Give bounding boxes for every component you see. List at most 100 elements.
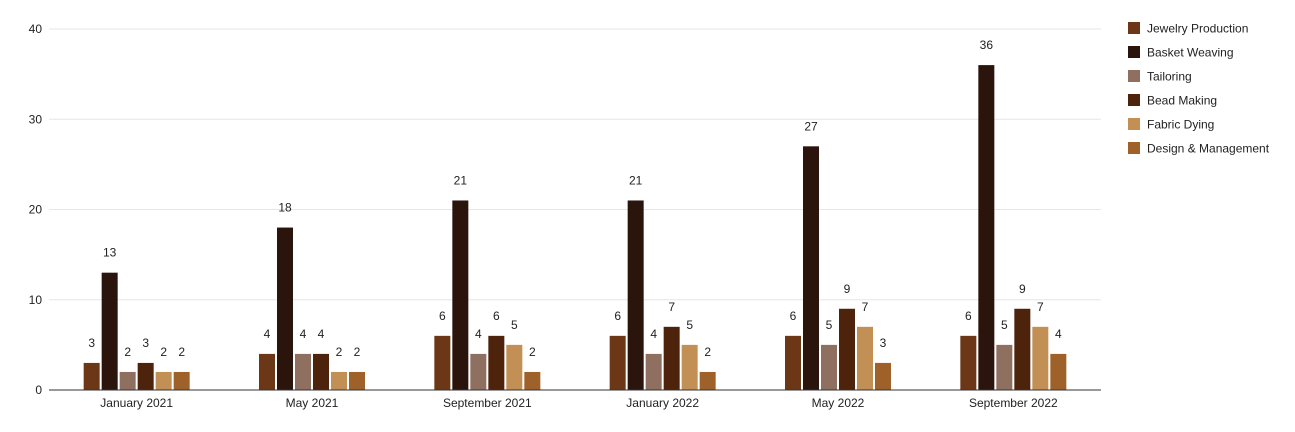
data-label: 6 [790,309,797,323]
data-label: 5 [686,318,693,332]
bar[interactable] [1050,353,1067,390]
legend-label: Fabric Dying [1147,118,1214,132]
bar[interactable] [839,308,855,390]
data-label: 4 [318,327,325,341]
y-tick-label: 0 [35,383,42,397]
data-label: 4 [475,327,482,341]
data-label: 2 [354,345,361,359]
bar[interactable] [434,335,451,390]
data-label: 5 [511,318,518,332]
data-label: 3 [880,336,887,350]
data-label: 3 [88,336,95,350]
bar[interactable] [506,344,523,390]
bar[interactable] [1014,308,1031,390]
data-label: 7 [862,300,869,314]
bar[interactable] [313,353,329,390]
bar[interactable] [857,326,873,390]
bar[interactable] [155,371,172,390]
bar[interactable] [803,146,819,390]
y-tick-label: 30 [29,112,43,126]
data-label: 4 [300,327,307,341]
bar[interactable] [609,335,626,390]
legend-swatch [1128,94,1140,106]
legend-item[interactable]: Tailoring [1128,70,1192,84]
bars [83,65,1067,390]
data-label: 21 [454,173,468,187]
y-axis-ticks: 0 10 20 30 40 [29,22,43,397]
x-tick-label: September 2021 [443,396,532,410]
data-label: 7 [1037,300,1044,314]
legend-swatch [1128,70,1140,82]
data-label: 21 [629,173,643,187]
legend-swatch [1128,118,1140,130]
legend-label: Design & Management [1147,142,1270,156]
bar[interactable] [663,326,680,390]
bar[interactable] [488,335,505,390]
bar[interactable] [470,353,487,390]
x-tick-label: January 2022 [626,396,699,410]
legend-label: Bead Making [1147,94,1217,108]
data-label: 2 [124,345,131,359]
data-label: 6 [439,309,446,323]
legend-item[interactable]: Jewelry Production [1128,22,1248,36]
data-label: 2 [160,345,167,359]
data-label: 6 [965,309,972,323]
data-label: 2 [336,345,343,359]
legend-item[interactable]: Basket Weaving [1128,46,1234,60]
bar[interactable] [277,227,293,390]
legend-label: Jewelry Production [1147,22,1248,36]
bar[interactable] [524,371,541,390]
x-tick-label: September 2022 [969,396,1058,410]
bar[interactable] [645,353,662,390]
bar[interactable] [349,371,365,390]
y-tick-label: 10 [29,293,43,307]
bar[interactable] [875,362,891,390]
bar[interactable] [681,344,698,390]
bar[interactable] [996,344,1013,390]
legend-item[interactable]: Design & Management [1128,142,1270,156]
legend-label: Basket Weaving [1147,46,1234,60]
legend-item[interactable]: Fabric Dying [1128,118,1214,132]
data-label: 4 [1055,327,1062,341]
legend[interactable]: Jewelry Production Basket Weaving Tailorin… [1128,22,1270,156]
data-label: 6 [493,309,500,323]
data-label: 2 [529,345,536,359]
x-axis-ticks: January 2021 May 2021 September 2021 Januar… [100,396,1058,410]
bar[interactable] [785,335,801,390]
bar[interactable] [960,335,977,390]
bar[interactable] [821,344,837,390]
bar[interactable] [101,272,118,390]
bar[interactable] [627,200,644,390]
data-label: 6 [614,309,621,323]
bar[interactable] [1032,326,1049,390]
data-label: 4 [264,327,271,341]
y-tick-label: 20 [29,203,43,217]
x-tick-label: May 2022 [812,396,865,410]
data-label: 27 [804,119,818,133]
bar[interactable] [173,371,190,390]
y-tick-label: 40 [29,22,43,36]
legend-item[interactable]: Bead Making [1128,94,1217,108]
bar[interactable] [699,371,716,390]
legend-swatch [1128,46,1140,58]
legend-label: Tailoring [1147,70,1192,84]
data-label: 13 [103,246,117,260]
data-label: 36 [980,38,994,52]
data-label: 9 [844,282,851,296]
bar[interactable] [295,353,311,390]
legend-swatch [1128,142,1140,154]
bar[interactable] [259,353,275,390]
bar[interactable] [119,371,136,390]
bar[interactable] [83,362,100,390]
legend-swatch [1128,22,1140,34]
grid-lines [49,28,1101,301]
bar[interactable] [452,200,469,390]
data-label: 5 [1001,318,1008,332]
bar[interactable] [331,371,347,390]
bar[interactable] [137,362,154,390]
data-label: 5 [826,318,833,332]
bar[interactable] [978,65,995,390]
data-label: 4 [650,327,657,341]
